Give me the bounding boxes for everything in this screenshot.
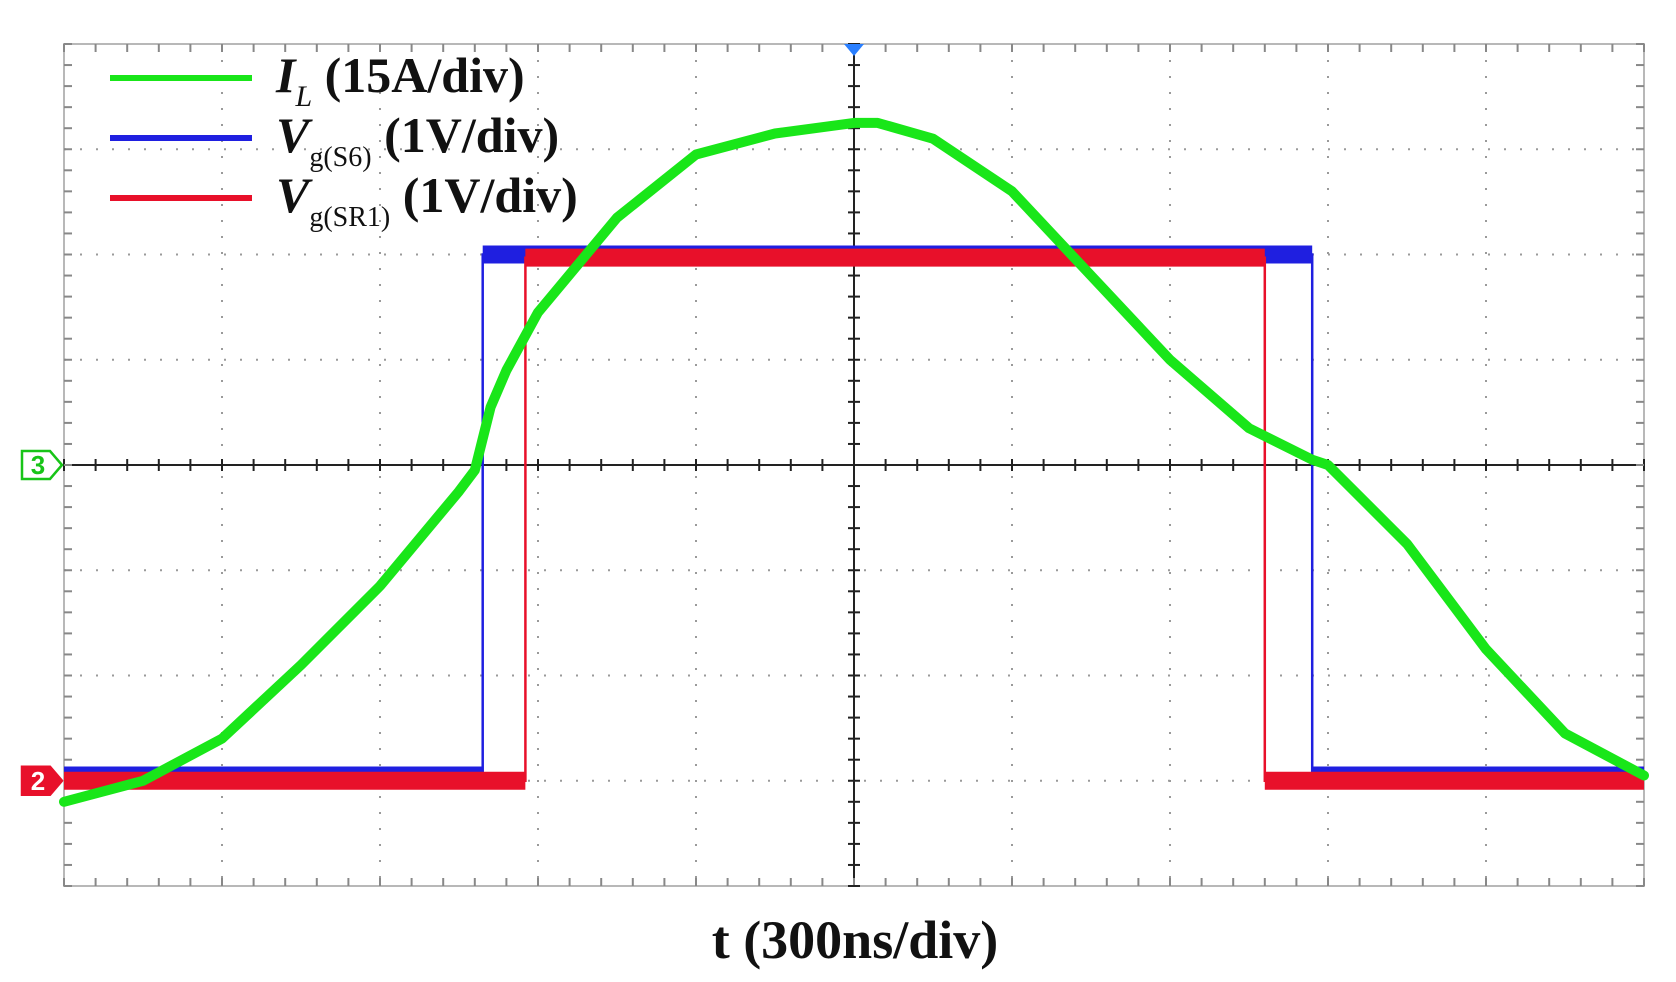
center-axes <box>63 43 1645 887</box>
trigger-marker-icon <box>844 44 864 56</box>
channel-markers: 32 <box>20 449 64 796</box>
channel-marker-3: 3 <box>20 449 64 481</box>
legend-label: Vg(SR1) (1V/div) <box>276 167 578 233</box>
legend-item: Vg(SR1) (1V/div) <box>110 167 578 233</box>
series-line-il <box>59 117 1649 807</box>
legend-item: Vg(S6) (1V/div) <box>110 107 559 173</box>
legend: IL (15A/div)Vg(S6) (1V/div)Vg(SR1) (1V/d… <box>110 47 578 233</box>
traces <box>59 117 1649 807</box>
legend-label: IL (15A/div) <box>275 47 525 113</box>
legend-label: Vg(S6) (1V/div) <box>276 107 559 173</box>
x-axis-label: t (300ns/div) <box>712 910 999 970</box>
channel-marker-shape <box>20 765 64 796</box>
channel-marker-2: 2 <box>20 765 64 796</box>
channel-marker-shape <box>20 449 64 481</box>
channel-marker-label: 3 <box>31 450 45 480</box>
channel-marker-label: 2 <box>31 766 45 796</box>
series-line-vg-sr1 <box>64 248 1644 790</box>
legend-item: IL (15A/div) <box>110 47 525 113</box>
